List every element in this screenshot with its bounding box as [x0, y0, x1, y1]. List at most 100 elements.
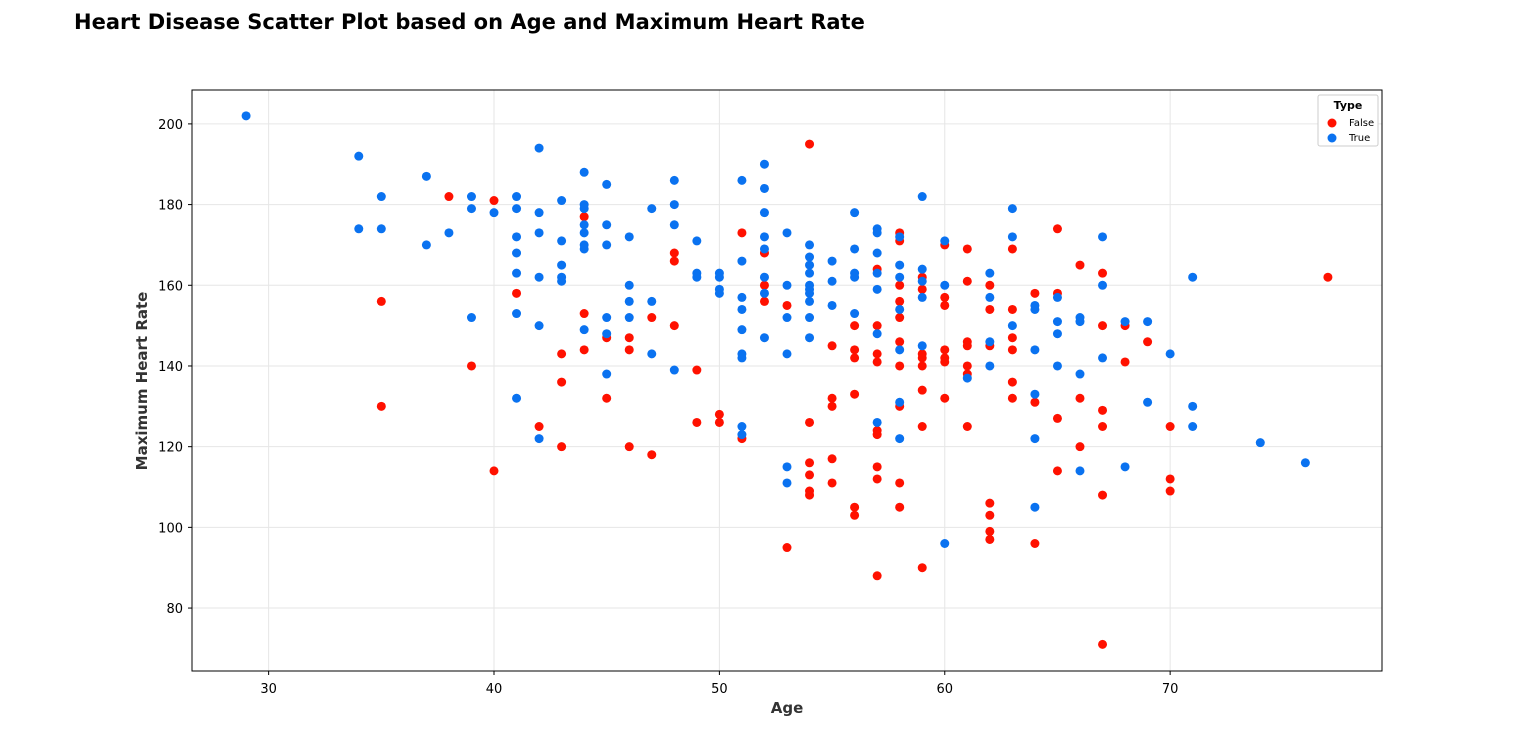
- data-point-true: [1052, 329, 1062, 339]
- x-tick-label: 60: [936, 682, 953, 697]
- data-point-false: [895, 280, 905, 290]
- data-point-true: [1188, 401, 1198, 411]
- data-point-true: [872, 284, 882, 294]
- data-point-true: [534, 272, 544, 282]
- data-point-true: [737, 353, 747, 363]
- data-point-true: [534, 143, 544, 153]
- data-point-true: [782, 313, 792, 323]
- axis-ticks: 30 40 50 60 70 80 100 120 140 160 180 200: [158, 118, 1178, 697]
- data-point-false: [782, 300, 792, 310]
- data-point-true: [1075, 466, 1085, 476]
- data-point-false: [759, 280, 769, 290]
- data-point-false: [1007, 304, 1017, 314]
- data-point-true: [466, 204, 476, 214]
- data-point-false: [805, 417, 815, 427]
- data-point-false: [962, 341, 972, 351]
- data-point-true: [512, 232, 522, 242]
- data-point-false: [1098, 490, 1108, 500]
- data-point-false: [872, 474, 882, 484]
- data-point-true: [421, 240, 431, 250]
- data-point-true: [917, 276, 927, 286]
- data-point-true: [557, 236, 567, 246]
- data-point-false: [895, 478, 905, 488]
- data-point-true: [962, 373, 972, 383]
- data-point-true: [579, 228, 589, 238]
- data-point-true: [512, 268, 522, 278]
- data-point-false: [669, 256, 679, 266]
- data-point-true: [602, 313, 612, 323]
- data-point-true: [737, 256, 747, 266]
- data-point-false: [872, 462, 882, 472]
- data-point-false: [376, 401, 386, 411]
- data-point-true: [1007, 321, 1017, 331]
- data-point-true: [872, 329, 882, 339]
- data-point-false: [759, 296, 769, 306]
- data-point-true: [759, 272, 769, 282]
- data-point-true: [444, 228, 454, 238]
- data-point-false: [895, 502, 905, 512]
- data-point-false: [624, 345, 634, 355]
- data-point-true: [985, 292, 995, 302]
- data-point-true: [602, 369, 612, 379]
- data-point-true: [805, 260, 815, 270]
- data-point-true: [759, 333, 769, 343]
- data-point-false: [827, 341, 837, 351]
- data-point-false: [1030, 397, 1040, 407]
- data-point-false: [917, 385, 927, 395]
- data-point-false: [512, 288, 522, 298]
- data-point-true: [940, 236, 950, 246]
- data-point-false: [1098, 321, 1108, 331]
- data-point-true: [602, 220, 612, 230]
- data-point-true: [895, 232, 905, 242]
- data-point-true: [1030, 389, 1040, 399]
- data-point-true: [647, 296, 657, 306]
- x-tick-label: 30: [260, 682, 277, 697]
- data-points: [241, 111, 1333, 649]
- data-point-true: [895, 397, 905, 407]
- data-point-true: [850, 208, 860, 218]
- data-point-true: [241, 111, 251, 121]
- data-point-false: [557, 442, 567, 452]
- data-point-false: [1323, 272, 1333, 282]
- data-point-false: [1075, 393, 1085, 403]
- data-point-true: [714, 288, 724, 298]
- data-point-true: [602, 329, 612, 339]
- x-axis-title: Age: [771, 699, 804, 717]
- data-point-true: [1030, 502, 1040, 512]
- data-point-true: [827, 300, 837, 310]
- data-point-false: [850, 389, 860, 399]
- data-point-false: [1143, 337, 1153, 347]
- data-point-true: [737, 325, 747, 335]
- data-point-false: [805, 139, 815, 149]
- y-tick-label: 100: [158, 521, 183, 536]
- y-tick-label: 200: [158, 118, 183, 133]
- data-point-false: [940, 357, 950, 367]
- data-point-false: [714, 409, 724, 419]
- data-point-true: [489, 208, 499, 218]
- data-point-false: [985, 304, 995, 314]
- data-point-true: [759, 232, 769, 242]
- plot-frame: [191, 89, 1383, 672]
- data-point-false: [872, 430, 882, 440]
- data-point-true: [805, 240, 815, 250]
- legend-box: [1317, 94, 1379, 147]
- data-point-false: [1098, 639, 1108, 649]
- data-point-true: [782, 478, 792, 488]
- data-point-false: [1030, 539, 1040, 549]
- data-point-true: [827, 256, 837, 266]
- data-point-true: [1188, 421, 1198, 431]
- data-point-true: [917, 292, 927, 302]
- data-point-false: [602, 393, 612, 403]
- data-point-false: [466, 361, 476, 371]
- data-point-true: [895, 272, 905, 282]
- data-point-true: [827, 276, 837, 286]
- data-point-false: [557, 377, 567, 387]
- data-point-false: [827, 454, 837, 464]
- chart-title: Heart Disease Scatter Plot based on Age …: [74, 10, 865, 34]
- legend-label-false: False: [1349, 118, 1374, 129]
- data-point-true: [1300, 458, 1310, 468]
- data-point-true: [805, 333, 815, 343]
- data-point-false: [1052, 466, 1062, 476]
- data-point-true: [737, 304, 747, 314]
- data-point-true: [624, 232, 634, 242]
